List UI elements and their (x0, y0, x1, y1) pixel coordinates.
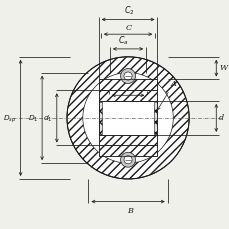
Circle shape (120, 69, 135, 84)
Polygon shape (98, 80, 157, 91)
Text: $C_2$: $C_2$ (123, 5, 134, 17)
Text: S: S (101, 93, 106, 101)
Text: d: d (218, 114, 223, 122)
Text: $D_1$: $D_1$ (27, 113, 38, 123)
Text: C: C (125, 24, 132, 32)
Polygon shape (98, 101, 157, 135)
Text: $d_1$: $d_1$ (43, 113, 52, 123)
Text: B: B (127, 206, 133, 214)
Text: W: W (219, 64, 227, 72)
Text: $D_{sp}$: $D_{sp}$ (3, 113, 16, 124)
Polygon shape (98, 91, 157, 101)
Polygon shape (98, 103, 102, 134)
Circle shape (67, 57, 188, 179)
Polygon shape (98, 146, 157, 157)
Polygon shape (153, 103, 157, 134)
Text: $C_a$: $C_a$ (118, 34, 128, 46)
Text: A: A (157, 80, 176, 110)
Circle shape (120, 153, 135, 167)
Circle shape (82, 73, 172, 164)
Circle shape (123, 73, 131, 81)
Circle shape (123, 156, 131, 164)
Polygon shape (98, 135, 157, 146)
